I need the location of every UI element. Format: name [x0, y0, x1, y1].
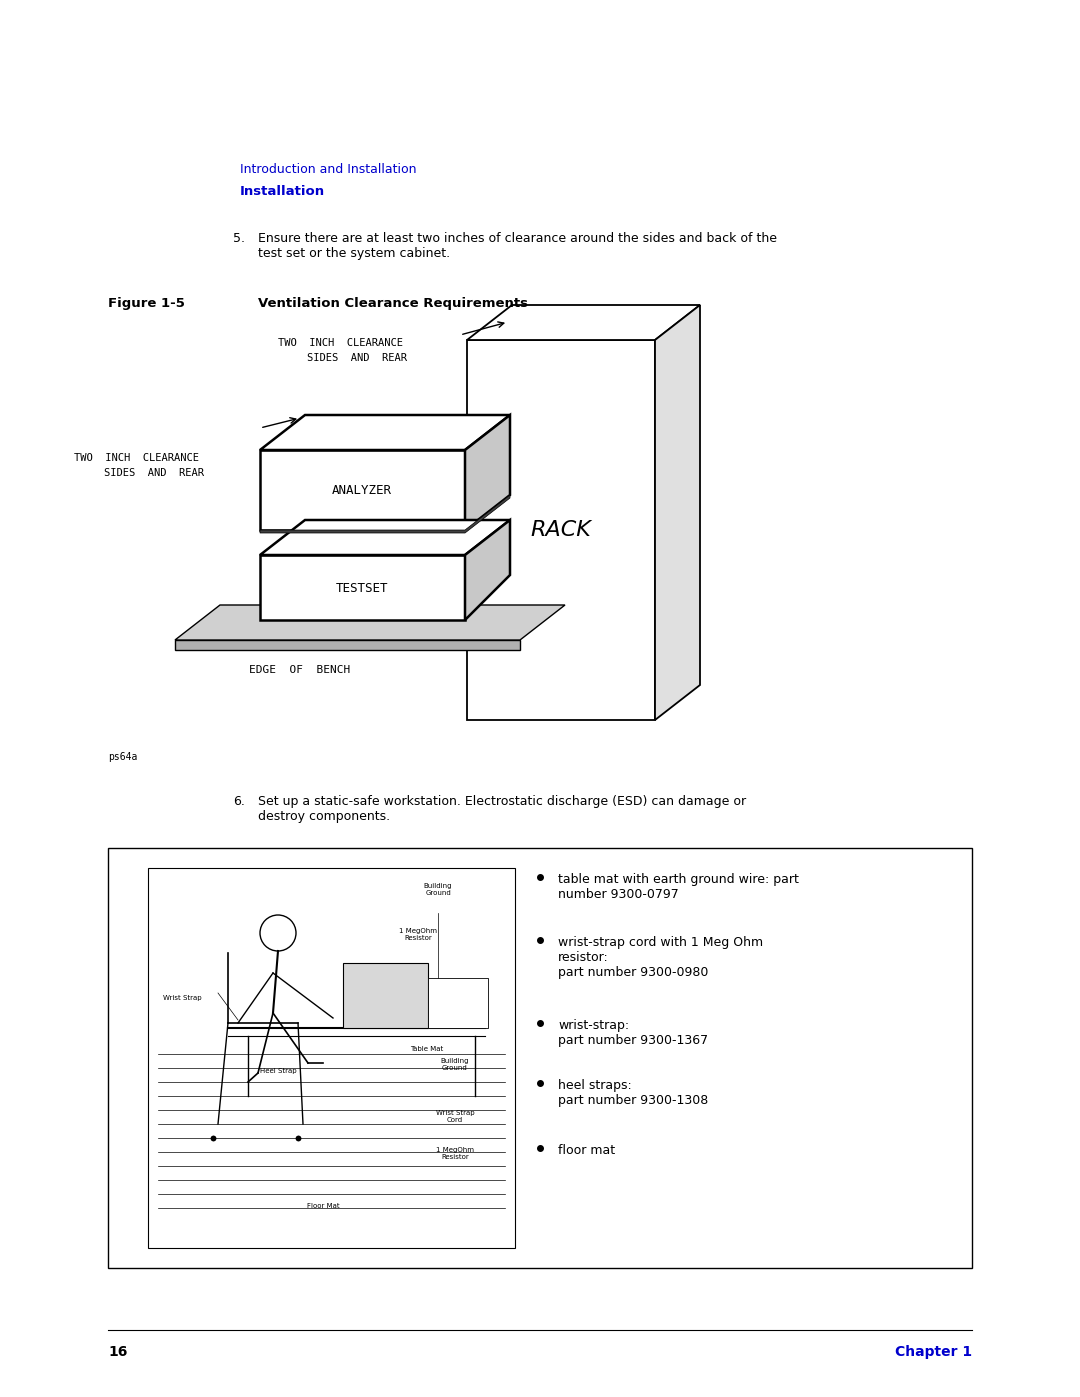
Text: Building
Ground: Building Ground — [423, 883, 453, 895]
Polygon shape — [465, 520, 510, 620]
Bar — [108, 848, 972, 1268]
Text: 6.: 6. — [233, 795, 245, 807]
Text: Chapter 1: Chapter 1 — [895, 1345, 972, 1359]
Text: heel straps:
part number 9300-1308: heel straps: part number 9300-1308 — [558, 1078, 708, 1106]
Text: RACK: RACK — [530, 520, 592, 541]
Text: Ventilation Clearance Requirements: Ventilation Clearance Requirements — [258, 298, 528, 310]
Text: Floor Mat: Floor Mat — [307, 1203, 339, 1208]
Text: 5.: 5. — [233, 232, 245, 244]
Text: SIDES  AND  REAR: SIDES AND REAR — [104, 468, 204, 478]
Text: 16: 16 — [108, 1345, 127, 1359]
Text: Wrist Strap: Wrist Strap — [163, 995, 202, 1002]
Text: Ensure there are at least two inches of clearance around the sides and back of t: Ensure there are at least two inches of … — [258, 232, 777, 260]
Bar — [428, 978, 488, 1028]
Polygon shape — [260, 415, 510, 450]
Text: ANALYZER: ANALYZER — [332, 483, 392, 496]
Text: Figure 1-5: Figure 1-5 — [108, 298, 185, 310]
Text: TWO  INCH  CLEARANCE: TWO INCH CLEARANCE — [278, 338, 403, 348]
Text: Installation: Installation — [240, 184, 325, 198]
Text: Building
Ground: Building Ground — [441, 1058, 469, 1071]
Text: Table Mat: Table Mat — [410, 1046, 444, 1052]
Text: table mat with earth ground wire: part
number 9300-0797: table mat with earth ground wire: part n… — [558, 873, 799, 901]
Text: 1 MegOhm
Resistor: 1 MegOhm Resistor — [436, 1147, 474, 1160]
Polygon shape — [260, 495, 510, 534]
Polygon shape — [175, 640, 519, 650]
Text: Introduction and Installation: Introduction and Installation — [240, 163, 417, 176]
Polygon shape — [175, 605, 565, 640]
Polygon shape — [260, 520, 510, 555]
Polygon shape — [467, 339, 654, 719]
Bar — [148, 868, 515, 1248]
Circle shape — [260, 915, 296, 951]
Text: wrist-strap cord with 1 Meg Ohm
resistor:
part number 9300-0980: wrist-strap cord with 1 Meg Ohm resistor… — [558, 936, 764, 979]
Text: floor mat: floor mat — [558, 1144, 616, 1157]
Text: TESTSET: TESTSET — [336, 581, 388, 595]
Text: wrist-strap:
part number 9300-1367: wrist-strap: part number 9300-1367 — [558, 1018, 708, 1046]
Text: TWO  INCH  CLEARANCE: TWO INCH CLEARANCE — [75, 453, 200, 462]
Text: 1 MegOhm
Resistor: 1 MegOhm Resistor — [399, 928, 437, 942]
Text: Set up a static-safe workstation. Electrostatic discharge (ESD) can damage or
de: Set up a static-safe workstation. Electr… — [258, 795, 746, 823]
Text: Heel Strap: Heel Strap — [259, 1067, 296, 1074]
Polygon shape — [260, 450, 465, 529]
Bar — [343, 963, 428, 1028]
Text: SIDES  AND  REAR: SIDES AND REAR — [307, 353, 407, 363]
Polygon shape — [467, 305, 700, 339]
Text: Wrist Strap
Cord: Wrist Strap Cord — [435, 1111, 474, 1123]
Text: EDGE  OF  BENCH: EDGE OF BENCH — [249, 665, 351, 675]
Text: ps64a: ps64a — [108, 752, 137, 761]
Polygon shape — [465, 415, 510, 529]
Polygon shape — [654, 305, 700, 719]
Polygon shape — [260, 555, 465, 620]
